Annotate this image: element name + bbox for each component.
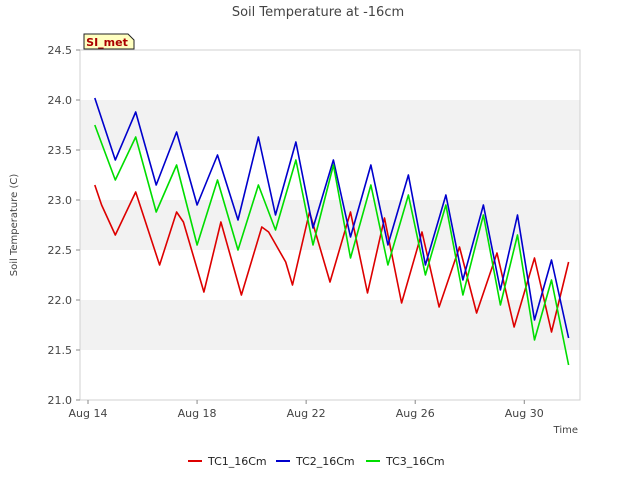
x-axis-label: Time: [553, 425, 578, 436]
y-tick-label: 24.5: [48, 44, 73, 57]
x-axis: Aug 14 Aug 18 Aug 22 Aug 26 Aug 30: [69, 400, 544, 420]
grid-band: [80, 50, 580, 100]
grid-band: [80, 250, 580, 300]
y-tick-label: 22.0: [48, 294, 73, 307]
grid-band: [80, 350, 580, 400]
plot-area-frame: [79, 49, 581, 401]
y-tick-label: 21.5: [48, 344, 73, 357]
legend-label: TC3_16Cm: [385, 455, 445, 468]
y-tick-label: 24.0: [48, 94, 73, 107]
grid-band: [80, 150, 580, 200]
series-line-tc2-16cm: [94, 97, 570, 339]
grid-bands: [80, 50, 580, 400]
grid-band: [80, 300, 580, 350]
grid-band: [80, 100, 580, 150]
legend-label: TC2_16Cm: [295, 455, 355, 468]
y-tick-label: 23.5: [48, 144, 73, 157]
x-tick-label: Aug 18: [178, 407, 217, 420]
x-tick-label: Aug 26: [396, 407, 435, 420]
chart-title: Soil Temperature at -16cm: [232, 5, 404, 20]
x-tick-label: Aug 22: [287, 407, 326, 420]
y-tick-label: 21.0: [48, 394, 73, 407]
site-badge-label: SI_met: [86, 36, 128, 49]
site-badge: SI_met: [83, 33, 135, 50]
legend: TC1_16Cm TC2_16Cm TC3_16Cm: [188, 455, 445, 468]
grid-band: [80, 200, 580, 250]
legend-label: TC1_16Cm: [207, 455, 267, 468]
series-line-tc3-16cm: [94, 124, 570, 366]
y-tick-label: 23.0: [48, 194, 73, 207]
series-layer: [94, 97, 570, 366]
x-tick-label: Aug 14: [69, 407, 108, 420]
x-tick-label: Aug 30: [505, 407, 544, 420]
y-axis-label: Soil Temperature (C): [9, 174, 20, 277]
site-badge-box: [83, 33, 135, 50]
y-axis: 21.0 21.5 22.0 22.5 23.0 23.5 24.0 24.5: [48, 44, 80, 407]
y-tick-label: 22.5: [48, 244, 73, 257]
